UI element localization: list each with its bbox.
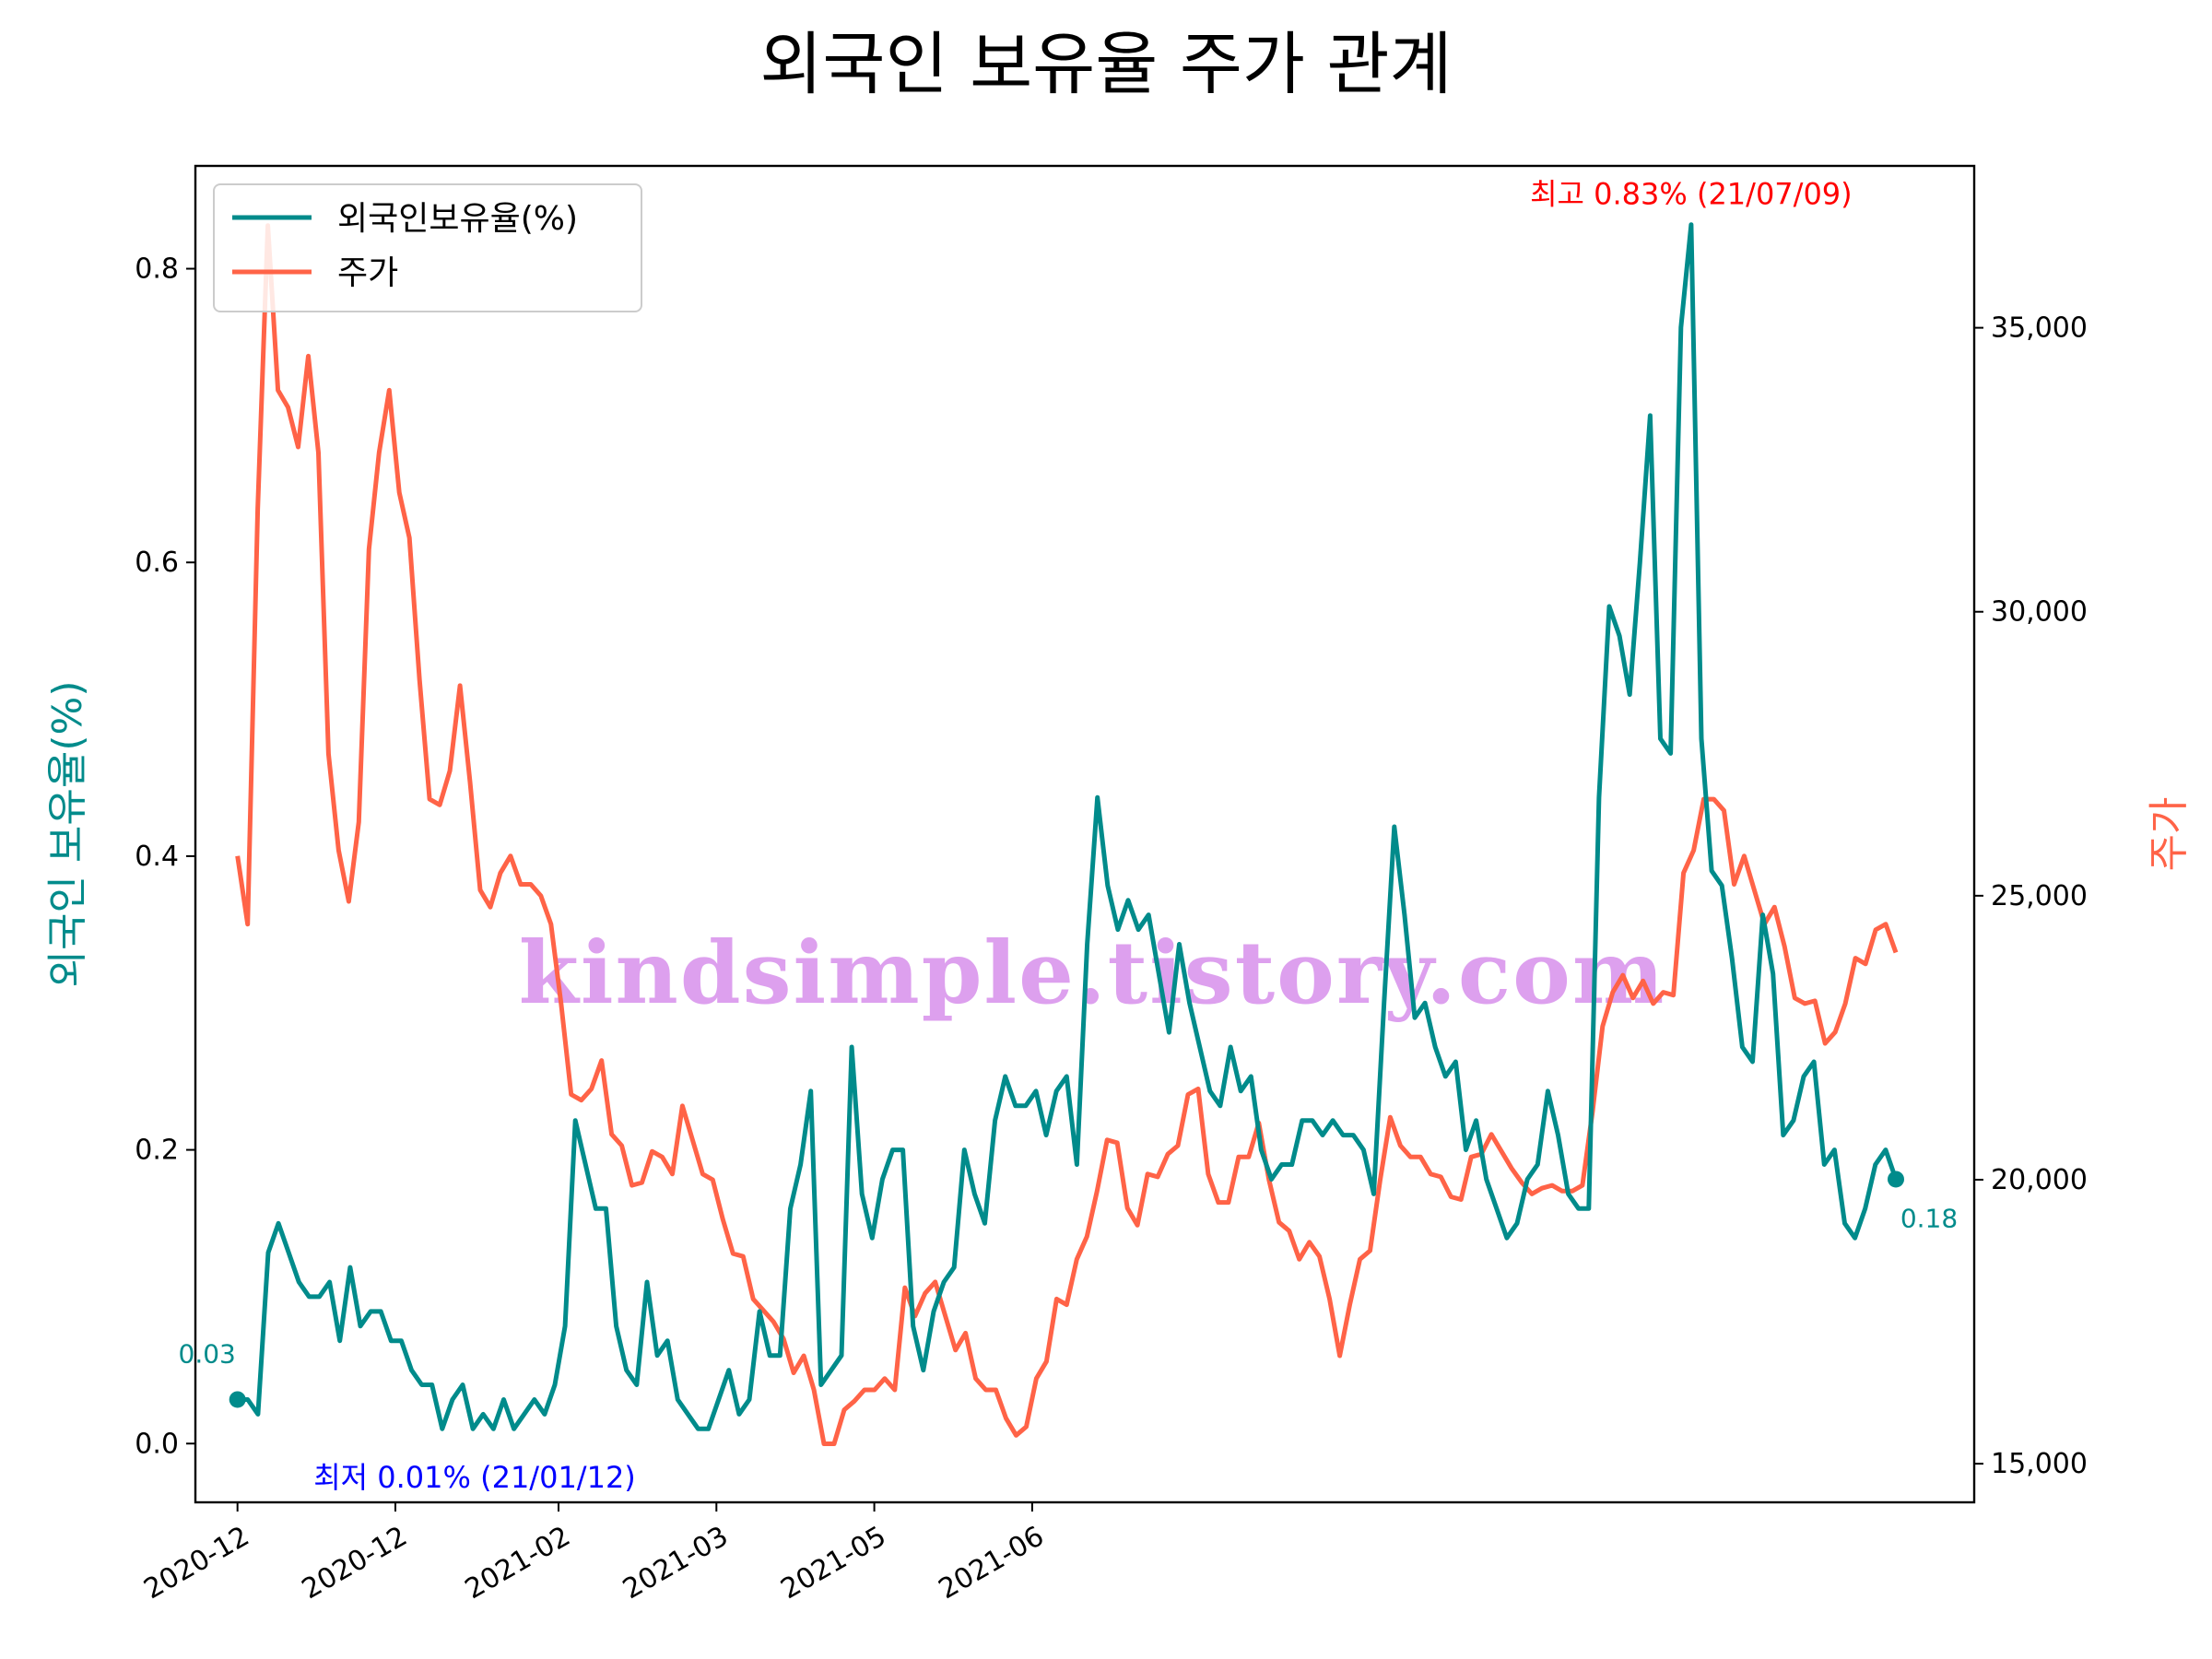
series-line-price: [235, 223, 1899, 1446]
min-annotation-label: 최저: [313, 1460, 368, 1495]
x-tick-label: 2021-05: [775, 1520, 891, 1606]
x-tick-label: 2020-12: [297, 1520, 413, 1606]
right-tick-label: 25,000: [1991, 880, 2088, 912]
x-tick-label: 2021-06: [934, 1520, 1050, 1606]
left-axis-ticks: 0.0 0.2 0.4 0.6 0.8: [135, 253, 195, 1460]
legend: 외국인보유율(%) 주가: [213, 183, 642, 312]
right-axis-label: 주가: [2146, 797, 2193, 872]
left-tick-label: 0.4: [135, 841, 179, 873]
legend-label-holding: 외국인보유율(%): [337, 200, 578, 238]
x-tick-label: 2020-12: [138, 1520, 254, 1606]
left-tick-label: 0.8: [135, 253, 179, 286]
end-point-marker: [1888, 1171, 1904, 1188]
chart-title: 외국인 보유율 주가 관계: [759, 25, 1452, 104]
x-tick-label: 2021-02: [460, 1520, 576, 1606]
end-value-label: 0.18: [1900, 1203, 1958, 1233]
left-tick-label: 0.6: [135, 547, 179, 579]
start-point-marker: [229, 1391, 246, 1408]
min-annotation-value: 0.01% (21/01/12): [377, 1460, 636, 1495]
right-tick-label: 20,000: [1991, 1164, 2088, 1196]
x-tick-label: 2021-03: [618, 1520, 734, 1606]
watermark: kindsimple.tistory.com: [519, 923, 1666, 1024]
right-axis-ticks: 15,000 20,000 25,000 30,000 35,000: [1974, 312, 2088, 1480]
left-tick-label: 0.0: [135, 1428, 179, 1460]
start-value-label: 0.03: [179, 1338, 236, 1369]
left-tick-label: 0.2: [135, 1135, 179, 1167]
right-tick-label: 30,000: [1991, 596, 2088, 629]
right-tick-label: 35,000: [1991, 312, 2088, 345]
max-annotation-label: 최고: [1530, 177, 1584, 212]
left-axis-label: 외국인 보유율(%): [44, 680, 91, 987]
min-annotation: 최저 0.01% (21/01/12): [313, 1460, 636, 1495]
plot-frame: [194, 164, 1976, 1504]
max-annotation: 최고 0.83% (21/07/09): [1530, 177, 1853, 212]
legend-box: [213, 183, 642, 312]
x-axis-ticks: 2020-12 2020-12 2021-02 2021-03 2021-05 2021-…: [138, 1502, 1050, 1606]
legend-label-price: 주가: [337, 254, 398, 292]
max-annotation-value: 0.83% (21/07/09): [1594, 177, 1853, 212]
right-tick-label: 15,000: [1991, 1448, 2088, 1480]
series-line-holding: [237, 222, 1899, 1431]
